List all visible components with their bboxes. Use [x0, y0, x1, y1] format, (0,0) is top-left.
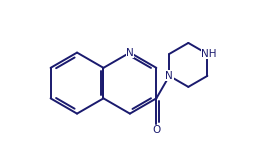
Text: NH: NH: [201, 49, 217, 59]
Text: N: N: [166, 71, 173, 81]
Text: O: O: [152, 125, 160, 135]
Text: N: N: [126, 48, 134, 58]
